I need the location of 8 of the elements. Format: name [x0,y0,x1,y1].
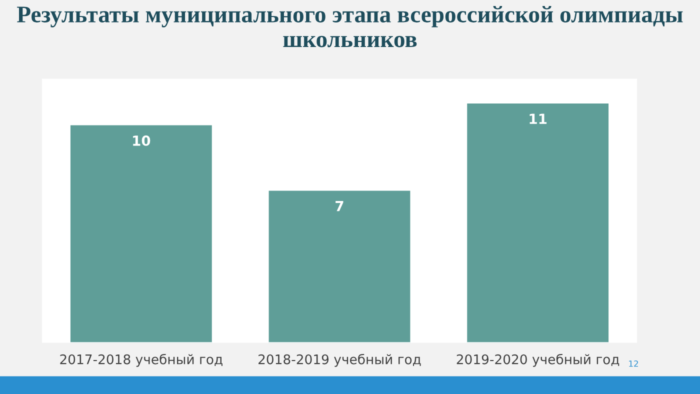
x-tick-label: 2019-2020 учебный год [456,354,620,367]
chart-title: Результаты муниципального этапа всероссийской олимпиады школьников [17,6,683,48]
data-label: 11 [530,114,547,124]
text: 12 [629,360,638,367]
data-label: 7 [336,201,344,212]
x-tick-label: 2018-2019 учебный год [258,354,421,367]
data-label: 10 [133,135,150,146]
x-tick-label: 2017-2018 учебный год [60,354,222,367]
